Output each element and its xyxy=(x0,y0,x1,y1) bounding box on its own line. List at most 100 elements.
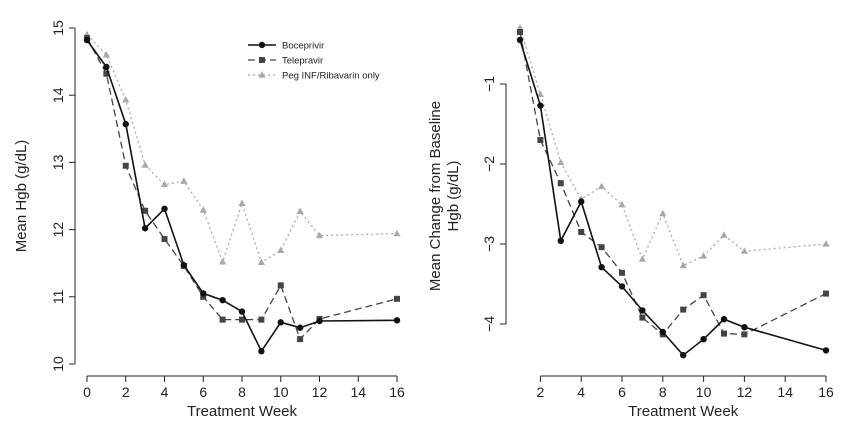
left-data-point xyxy=(315,231,324,239)
left-data-point xyxy=(393,229,401,237)
left-x-tick-label: 16 xyxy=(389,384,405,400)
right-data-point xyxy=(618,283,626,290)
left-series-line-telepravir xyxy=(86,37,398,341)
left-data-point xyxy=(141,161,149,168)
right-x-tick-label: 16 xyxy=(818,384,834,400)
right-data-point xyxy=(741,324,748,331)
left-x-tick-label: 6 xyxy=(199,384,207,400)
left-panel-hgb: 0 2 4 6 8 10 12 14 16 10 11 12 13 14 15 Treatment Week M… xyxy=(13,20,405,420)
right-data-point xyxy=(740,247,748,254)
left-data-point xyxy=(219,316,226,323)
legend-marker xyxy=(258,41,266,49)
left-data-point xyxy=(160,180,169,188)
right-data-point xyxy=(537,102,544,109)
right-y-axis-title: Hgb (g/dL) xyxy=(445,161,462,232)
legend: Boceprivir Telepravir Peg INF/Ribavarin on… xyxy=(248,41,380,82)
left-x-tick-label: 4 xyxy=(161,384,169,400)
right-data-point xyxy=(639,314,646,321)
left-data-point xyxy=(316,317,323,325)
left-x-tick-label: 8 xyxy=(238,384,246,400)
left-data-point xyxy=(394,295,400,302)
right-data-point xyxy=(598,244,605,251)
right-data-point xyxy=(721,330,727,337)
left-data-point xyxy=(122,96,130,103)
right-data-point xyxy=(536,90,544,97)
right-series-line-boceprivir xyxy=(519,39,827,357)
right-data-point xyxy=(537,137,544,143)
left-data-point xyxy=(238,199,246,206)
left-x-tick-label: 14 xyxy=(350,384,366,400)
left-series-line-peg-inf-ribavarin-only xyxy=(86,34,398,264)
right-data-point xyxy=(679,261,687,269)
left-x-tick-label: 12 xyxy=(312,384,328,400)
left-data-point xyxy=(102,51,110,58)
left-x-tick-label: 2 xyxy=(122,384,130,400)
left-data-point xyxy=(297,336,304,343)
left-data-point xyxy=(219,258,227,265)
right-data-point xyxy=(680,352,687,359)
left-data-point xyxy=(180,177,188,184)
legend-marker xyxy=(259,57,265,63)
right-data-point xyxy=(618,201,626,208)
legend-marker xyxy=(258,71,266,78)
right-data-point xyxy=(557,158,565,165)
left-x-tick-label: 0 xyxy=(83,384,91,400)
left-y-axis-title: Mean Hgb (g/dL) xyxy=(13,140,30,253)
right-x-axis-title: Treatment Week xyxy=(628,403,739,420)
right-y-tick-label: −3 xyxy=(481,236,497,252)
left-data-point xyxy=(200,293,207,300)
left-data-point xyxy=(122,120,129,128)
left-data-point xyxy=(258,316,265,323)
right-data-point xyxy=(700,252,708,259)
right-data-point xyxy=(720,231,728,238)
legend-label: Peg INF/Ribavarin only xyxy=(282,71,380,82)
right-data-point xyxy=(700,292,707,299)
left-data-point xyxy=(296,207,304,215)
right-x-tick-label: 6 xyxy=(618,384,626,400)
left-data-point xyxy=(142,207,149,214)
left-x-tick-label: 10 xyxy=(273,384,289,400)
left-data-point xyxy=(238,308,246,315)
left-data-point xyxy=(393,317,401,324)
right-x-tick-label: 4 xyxy=(577,384,585,400)
right-data-point xyxy=(700,336,707,343)
right-x-tick-label: 8 xyxy=(659,384,667,400)
left-data-point xyxy=(199,206,207,213)
right-y-axis-title: Mean Change from Baseline xyxy=(427,101,444,291)
legend-label: Boceprivir xyxy=(282,41,324,52)
right-data-point xyxy=(619,269,625,276)
right-x-tick-label: 12 xyxy=(737,384,753,400)
right-data-point xyxy=(659,209,667,217)
right-y-tick-label: −4 xyxy=(481,316,497,332)
right-x-tick-label: 10 xyxy=(696,384,712,400)
right-data-point xyxy=(638,255,646,262)
right-data-point xyxy=(639,307,646,314)
left-data-point xyxy=(277,282,284,289)
left-data-point xyxy=(180,262,188,269)
left-data-point xyxy=(277,319,284,326)
right-series-line-telepravir xyxy=(519,31,827,336)
right-y-tick-label: −1 xyxy=(481,76,497,92)
right-data-point xyxy=(516,36,524,44)
left-data-point xyxy=(277,246,285,254)
left-data-point xyxy=(122,162,129,169)
left-series-line-boceprivir xyxy=(86,39,398,353)
left-y-tick-label: 11 xyxy=(50,289,66,304)
right-data-point xyxy=(823,290,829,297)
left-data-point xyxy=(200,290,207,297)
right-data-point xyxy=(578,198,585,205)
right-data-point xyxy=(598,264,605,271)
right-data-point xyxy=(557,237,564,244)
left-data-point xyxy=(296,324,304,331)
left-data-point xyxy=(161,205,168,212)
right-x-tick-label: 14 xyxy=(777,384,793,400)
right-data-point xyxy=(680,306,687,313)
left-y-tick-label: 10 xyxy=(50,356,66,372)
left-data-point xyxy=(161,236,168,243)
left-data-point xyxy=(103,63,110,71)
right-data-point xyxy=(659,328,666,336)
left-y-tick-label: 12 xyxy=(50,222,66,238)
left-data-point xyxy=(219,296,226,304)
legend-label: Telepravir xyxy=(282,56,323,67)
